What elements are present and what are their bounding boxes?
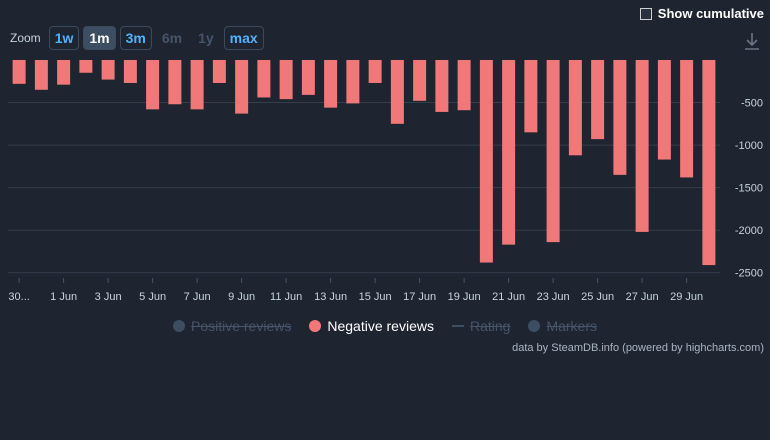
- legend-marker: [528, 320, 541, 332]
- legend-marker: [309, 320, 322, 332]
- x-tick-label: 17 Jun: [403, 291, 436, 303]
- y-tick-label: -2000: [735, 225, 763, 237]
- bar-15-jun[interactable]: [368, 60, 382, 83]
- x-tick-label: 29 Jun: [670, 291, 703, 303]
- bar-23-jun[interactable]: [546, 60, 560, 243]
- bar-9-jun[interactable]: [235, 60, 249, 114]
- zoom-button-max[interactable]: max: [223, 26, 264, 50]
- x-tick-label: 19 Jun: [448, 291, 481, 303]
- bar-27-jun[interactable]: [635, 60, 649, 232]
- zoom-button-3m[interactable]: 3m: [119, 26, 152, 50]
- zoom-label: Zoom: [10, 31, 41, 45]
- bar-3-jun[interactable]: [101, 60, 115, 80]
- show-cumulative-checkbox[interactable]: [639, 7, 652, 20]
- bar-6-jun[interactable]: [168, 60, 182, 105]
- x-tick-label: 5 Jun: [139, 291, 166, 303]
- legend-label: Markers: [546, 318, 597, 334]
- legend-label: Rating: [469, 318, 511, 334]
- bar-14-jun[interactable]: [346, 60, 360, 104]
- x-tick-label: 30...: [8, 291, 29, 303]
- bar-29-jun[interactable]: [680, 60, 694, 178]
- legend-label: Negative reviews: [327, 318, 434, 334]
- legend-marker: [172, 320, 185, 332]
- x-tick-label: 13 Jun: [314, 291, 347, 303]
- legend: Positive reviews Negative reviews Rating Ma…: [0, 318, 770, 334]
- zoom-bar: Zoom 1w 1m 3m 6m 1y max: [10, 26, 264, 50]
- bar-16-jun[interactable]: [390, 60, 404, 124]
- credits[interactable]: data by SteamDB.info (powered by highcha…: [512, 342, 764, 354]
- download-icon[interactable]: [744, 32, 760, 50]
- bars: [12, 60, 716, 266]
- legend-label: Positive reviews: [190, 318, 292, 334]
- y-tick-label: -500: [741, 98, 763, 110]
- x-tick-label: 9 Jun: [228, 291, 255, 303]
- x-tick-label: 25 Jun: [581, 291, 614, 303]
- zoom-button-6m: 6m: [161, 30, 183, 46]
- bar-12-jun[interactable]: [301, 60, 315, 95]
- x-tick-label: 11 Jun: [270, 291, 302, 303]
- zoom-button-1w[interactable]: 1w: [48, 26, 80, 50]
- x-tick-label: 15 Jun: [359, 291, 392, 303]
- legend-item-markers[interactable]: Markers: [528, 318, 597, 334]
- zoom-button-1y: 1y: [198, 30, 214, 46]
- bar-24-jun[interactable]: [568, 60, 582, 156]
- legend-item-rating[interactable]: Rating: [451, 318, 511, 334]
- bar-25-jun[interactable]: [591, 60, 605, 140]
- zoom-button-1m[interactable]: 1m: [83, 26, 116, 50]
- bar-28-jun[interactable]: [657, 60, 671, 160]
- y-axis-labels: -500 -1000 -1500 -2000 -2500: [735, 98, 763, 280]
- x-tick-label: 1 Jun: [50, 291, 77, 303]
- bar-21-jun[interactable]: [502, 60, 516, 245]
- zoom-buttons: 1w 1m 3m 6m 1y max: [48, 26, 264, 50]
- y-tick-label: -2500: [735, 268, 763, 280]
- bar-13-jun[interactable]: [324, 60, 338, 108]
- x-tick-label: 21 Jun: [492, 291, 525, 303]
- bar-18-jun[interactable]: [435, 60, 449, 112]
- bar-5-jun[interactable]: [146, 60, 160, 110]
- bar-19-jun[interactable]: [457, 60, 471, 111]
- y-tick-label: -1000: [735, 140, 763, 152]
- bar-7-jun[interactable]: [190, 60, 204, 110]
- x-tick-label: 27 Jun: [626, 291, 659, 303]
- x-tick-label: 7 Jun: [184, 291, 211, 303]
- y-tick-label: -1500: [735, 183, 763, 195]
- show-cumulative-label: Show cumulative: [657, 6, 764, 21]
- bar-17-jun[interactable]: [413, 60, 427, 101]
- bar-4-jun[interactable]: [123, 60, 137, 83]
- bar-11-jun[interactable]: [279, 60, 293, 100]
- bar-30-jun[interactable]: [702, 60, 716, 266]
- bar-30-may[interactable]: [12, 60, 26, 84]
- bar-31-may[interactable]: [34, 60, 48, 90]
- bar-8-jun[interactable]: [212, 60, 226, 83]
- grid-lines: [8, 102, 720, 274]
- x-axis-labels: 30... 1 Jun 3 Jun 5 Jun 7 Jun 9 Jun 11 Jun 13 J…: [8, 278, 703, 303]
- x-tick-label: 3 Jun: [95, 291, 122, 303]
- show-cumulative-toggle[interactable]: Show cumulative: [639, 6, 764, 21]
- bar-2-jun[interactable]: [79, 60, 93, 73]
- bar-26-jun[interactable]: [613, 60, 627, 175]
- legend-marker: [451, 325, 464, 327]
- bar-10-jun[interactable]: [257, 60, 271, 98]
- x-tick-label: 23 Jun: [537, 291, 570, 303]
- legend-item-positive-reviews[interactable]: Positive reviews: [172, 318, 292, 334]
- bar-1-jun[interactable]: [57, 60, 71, 85]
- bar-22-jun[interactable]: [524, 60, 538, 133]
- bar-20-jun[interactable]: [479, 60, 493, 263]
- legend-item-negative-reviews[interactable]: Negative reviews: [309, 318, 434, 334]
